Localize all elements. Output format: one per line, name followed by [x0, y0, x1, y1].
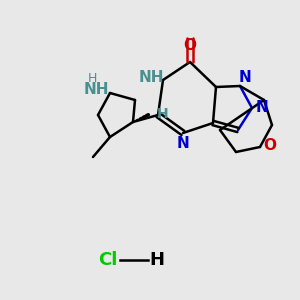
Text: H: H: [149, 251, 164, 269]
Text: O: O: [263, 139, 277, 154]
Text: Cl: Cl: [98, 251, 118, 269]
Text: H: H: [87, 71, 97, 85]
Text: O: O: [184, 38, 196, 53]
Text: NH: NH: [138, 70, 164, 86]
Text: H: H: [157, 107, 169, 121]
Text: N: N: [238, 70, 251, 86]
Text: NH: NH: [83, 82, 109, 98]
Text: N: N: [177, 136, 189, 151]
Text: N: N: [256, 100, 268, 116]
